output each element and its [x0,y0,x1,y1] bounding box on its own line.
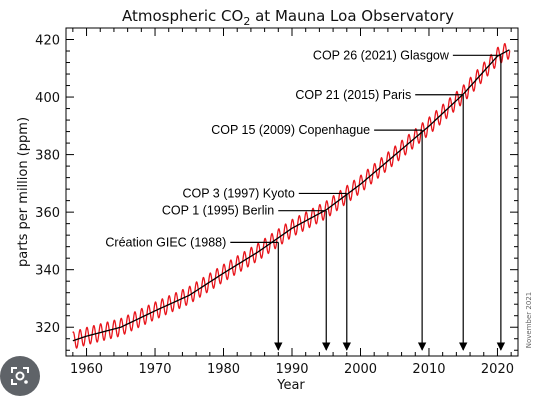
y-tick-label-320: 320 [35,321,60,336]
annotation-label: Création GIEC (1988) [105,235,226,249]
chart-title-suffix: at Mauna Loa Observatory [250,7,454,25]
image-search-button[interactable] [0,356,40,396]
x-axis: 1960 1970 1980 1990 2000 2010 2020 [70,28,514,377]
credit-label: November 2021 [525,292,533,348]
chart-title-subscript: 2 [243,15,250,28]
y-tick-label-380: 380 [35,149,60,164]
y-tick-label-400: 400 [35,91,60,106]
y-axis: 320 340 360 380 400 420 [35,34,518,351]
series-line-monthly [72,42,511,349]
lens-icon [11,367,29,385]
annotation-0: Création GIEC (1988) [105,235,283,351]
annotation-label: COP 3 (1997) Kyoto [182,186,294,200]
x-axis-label: Year [276,378,305,393]
annotation-label: COP 1 (1995) Berlin [162,204,274,218]
annotation-4: COP 21 (2015) Paris [295,88,468,351]
y-tick-label-340: 340 [35,264,60,279]
x-tick-label-2000: 2000 [344,362,377,377]
x-tick-label-1970: 1970 [138,362,171,377]
y-tick-label-360: 360 [35,206,60,221]
x-tick-label-1990: 1990 [275,362,308,377]
chart-title-prefix: Atmospheric CO [122,7,243,25]
annotations: Création GIEC (1988) COP 1 (1995) Berlin C… [105,48,506,351]
chart-title: Atmospheric CO2 at Mauna Loa Observatory [122,7,454,28]
x-tick-label-2020: 2020 [481,362,514,377]
annotation-5: COP 26 (2021) Glasgow [313,48,506,351]
plot-lines [72,42,511,349]
y-axis-label: parts per million (ppm) [16,117,31,267]
annotation-label: COP 21 (2015) Paris [295,88,411,102]
x-tick-label-1960: 1960 [70,362,103,377]
annotation-label: COP 15 (2009) Copenhague [211,123,370,137]
x-tick-label-1980: 1980 [207,362,240,377]
x-tick-label-2010: 2010 [412,362,445,377]
series-line-trend [72,49,510,342]
annotation-2: COP 3 (1997) Kyoto [182,186,351,351]
annotation-label: COP 26 (2021) Glasgow [313,48,450,62]
annotation-3: COP 15 (2009) Copenhague [211,123,427,351]
y-tick-label-420: 420 [35,34,60,49]
annotation-1: COP 1 (1995) Berlin [162,204,331,351]
